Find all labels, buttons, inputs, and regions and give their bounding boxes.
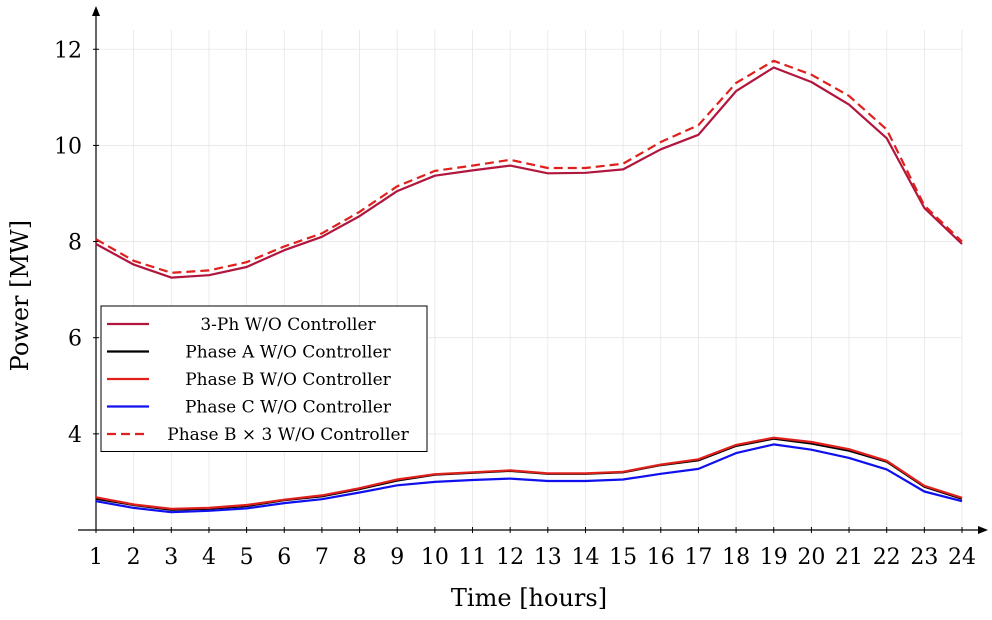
- y-axis-title: Power [MW]: [6, 220, 34, 371]
- y-ticks: 4 6 8 10 12: [54, 38, 99, 448]
- series-line-4: [95, 443, 963, 514]
- x-tick-label: 16: [647, 545, 675, 570]
- x-tick-label: 12: [496, 545, 524, 570]
- legend-box: [100, 305, 428, 452]
- x-tick-label: 5: [240, 545, 254, 570]
- y-tick-label: 8: [68, 231, 82, 256]
- x-tick-label: 7: [315, 545, 329, 570]
- x-tick-label: 11: [459, 545, 487, 570]
- x-tick-label: 17: [684, 545, 712, 570]
- x-tick-label: 14: [571, 545, 599, 570]
- y-tick-label: 6: [68, 327, 82, 352]
- y-tick-label: 10: [54, 134, 82, 159]
- x-tick-label: 19: [760, 545, 788, 570]
- x-tick-label: 1: [89, 545, 103, 570]
- x-axis-arrow-icon: [978, 526, 988, 534]
- legend-label: Phase B W/O Controller: [185, 370, 391, 390]
- legend-label: Phase C W/O Controller: [185, 398, 392, 418]
- series: [95, 59, 963, 514]
- x-tick-label: 23: [910, 545, 938, 570]
- series-line-5: [95, 59, 963, 274]
- x-tick-label: 24: [948, 545, 976, 570]
- x-tick-label: 8: [353, 545, 367, 570]
- y-tick-label: 4: [68, 423, 82, 448]
- y-axis-arrow-icon: [92, 6, 100, 16]
- x-tick-label: 4: [202, 545, 216, 570]
- x-tick-label: 2: [127, 545, 141, 570]
- x-ticks: 1 2 3 4 5 6 7 8 9 10 11 12 13 14 15 16 17 18 19 20 21 22 23 24: [89, 527, 976, 570]
- x-tick-label: 18: [722, 545, 750, 570]
- x-tick-label: 9: [390, 545, 404, 570]
- series-line-1: [95, 66, 963, 279]
- legend: 3-Ph W/O Controller Phase A W/O Controlle…: [100, 305, 428, 452]
- x-tick-label: 22: [873, 545, 901, 570]
- legend-label: 3-Ph W/O Controller: [200, 315, 376, 335]
- legend-label: Phase A W/O Controller: [185, 343, 391, 363]
- x-axis-title: Time [hours]: [451, 584, 607, 612]
- axes: [78, 6, 988, 534]
- x-tick-label: 15: [609, 545, 637, 570]
- x-tick-label: 21: [835, 545, 863, 570]
- grid: [95, 30, 963, 530]
- y-tick-label: 12: [54, 38, 82, 63]
- x-tick-label: 6: [277, 545, 291, 570]
- x-tick-label: 20: [797, 545, 825, 570]
- x-tick-label: 3: [164, 545, 178, 570]
- legend-label: Phase B × 3 W/O Controller: [167, 425, 409, 445]
- series-line-3: [95, 436, 963, 510]
- x-tick-label: 13: [534, 545, 562, 570]
- x-tick-label: 10: [421, 545, 449, 570]
